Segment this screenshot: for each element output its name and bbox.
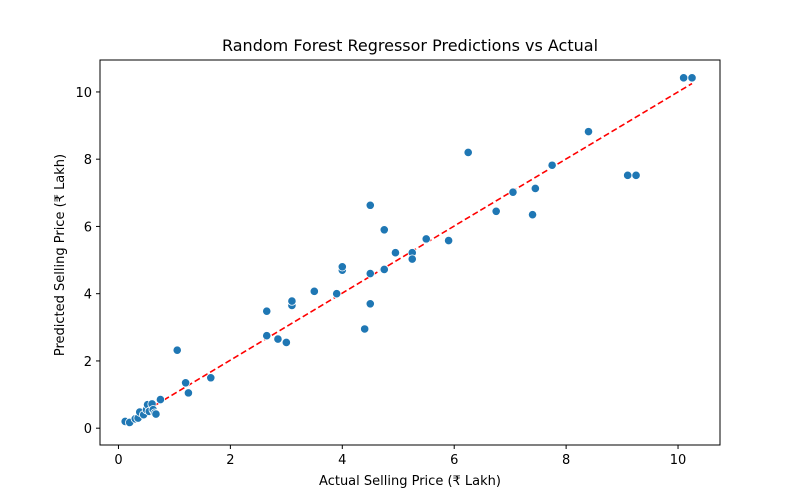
- data-point: [365, 268, 375, 279]
- data-point: [463, 147, 473, 158]
- data-point: [309, 286, 319, 296]
- x-tick-label: 0: [114, 453, 122, 468]
- data-point: [151, 409, 161, 419]
- y-tick-label: 2: [84, 355, 92, 370]
- y-tick-label: 8: [84, 153, 92, 168]
- data-point: [365, 200, 375, 210]
- y-tick-label: 0: [84, 422, 92, 437]
- data-point: [583, 127, 594, 137]
- data-point: [687, 73, 697, 83]
- data-point: [172, 345, 182, 355]
- data-point: [530, 183, 540, 194]
- data-point: [421, 234, 431, 244]
- plot-area: 0 2 4 6 8 10 0 2 4 6 8 10: [75, 59, 721, 468]
- data-point: [631, 170, 641, 180]
- data-point: [155, 395, 166, 405]
- data-point: [491, 206, 501, 216]
- y-axis-label: Predicted Selling Price (₹ Lakh): [53, 154, 68, 356]
- data-point: [262, 306, 272, 316]
- x-axis-label: Actual Selling Price (₹ Lakh): [319, 474, 501, 489]
- chart-title: Random Forest Regressor Predictions vs A…: [222, 36, 598, 55]
- data-point: [337, 262, 347, 272]
- y-tick-label: 4: [84, 288, 92, 303]
- data-point: [407, 254, 417, 264]
- data-point: [379, 225, 389, 235]
- axes-frame: [99, 59, 721, 446]
- x-tick-label: 4: [338, 453, 346, 468]
- data-point: [360, 324, 370, 334]
- x-tick-label: 6: [450, 453, 458, 468]
- data-point: [508, 187, 518, 197]
- data-point: [273, 334, 283, 344]
- data-point: [444, 235, 454, 246]
- data-point: [527, 210, 538, 220]
- data-point: [206, 373, 216, 383]
- x-tick-label: 2: [226, 453, 234, 468]
- data-point: [332, 289, 342, 299]
- data-point: [623, 170, 633, 180]
- reference-line: [124, 82, 693, 424]
- data-point: [547, 160, 557, 170]
- data-point: [181, 378, 191, 388]
- data-point: [183, 388, 194, 398]
- y-tick-label: 10: [75, 86, 92, 101]
- data-point: [379, 264, 389, 275]
- x-tick-label: 10: [670, 453, 687, 468]
- data-point: [365, 299, 375, 309]
- data-point: [390, 248, 401, 258]
- data-point: [287, 296, 297, 306]
- data-point: [281, 337, 291, 348]
- y-tick-label: 6: [84, 220, 92, 235]
- data-point: [679, 73, 689, 83]
- data-point: [262, 331, 272, 341]
- x-tick-label: 8: [562, 453, 570, 468]
